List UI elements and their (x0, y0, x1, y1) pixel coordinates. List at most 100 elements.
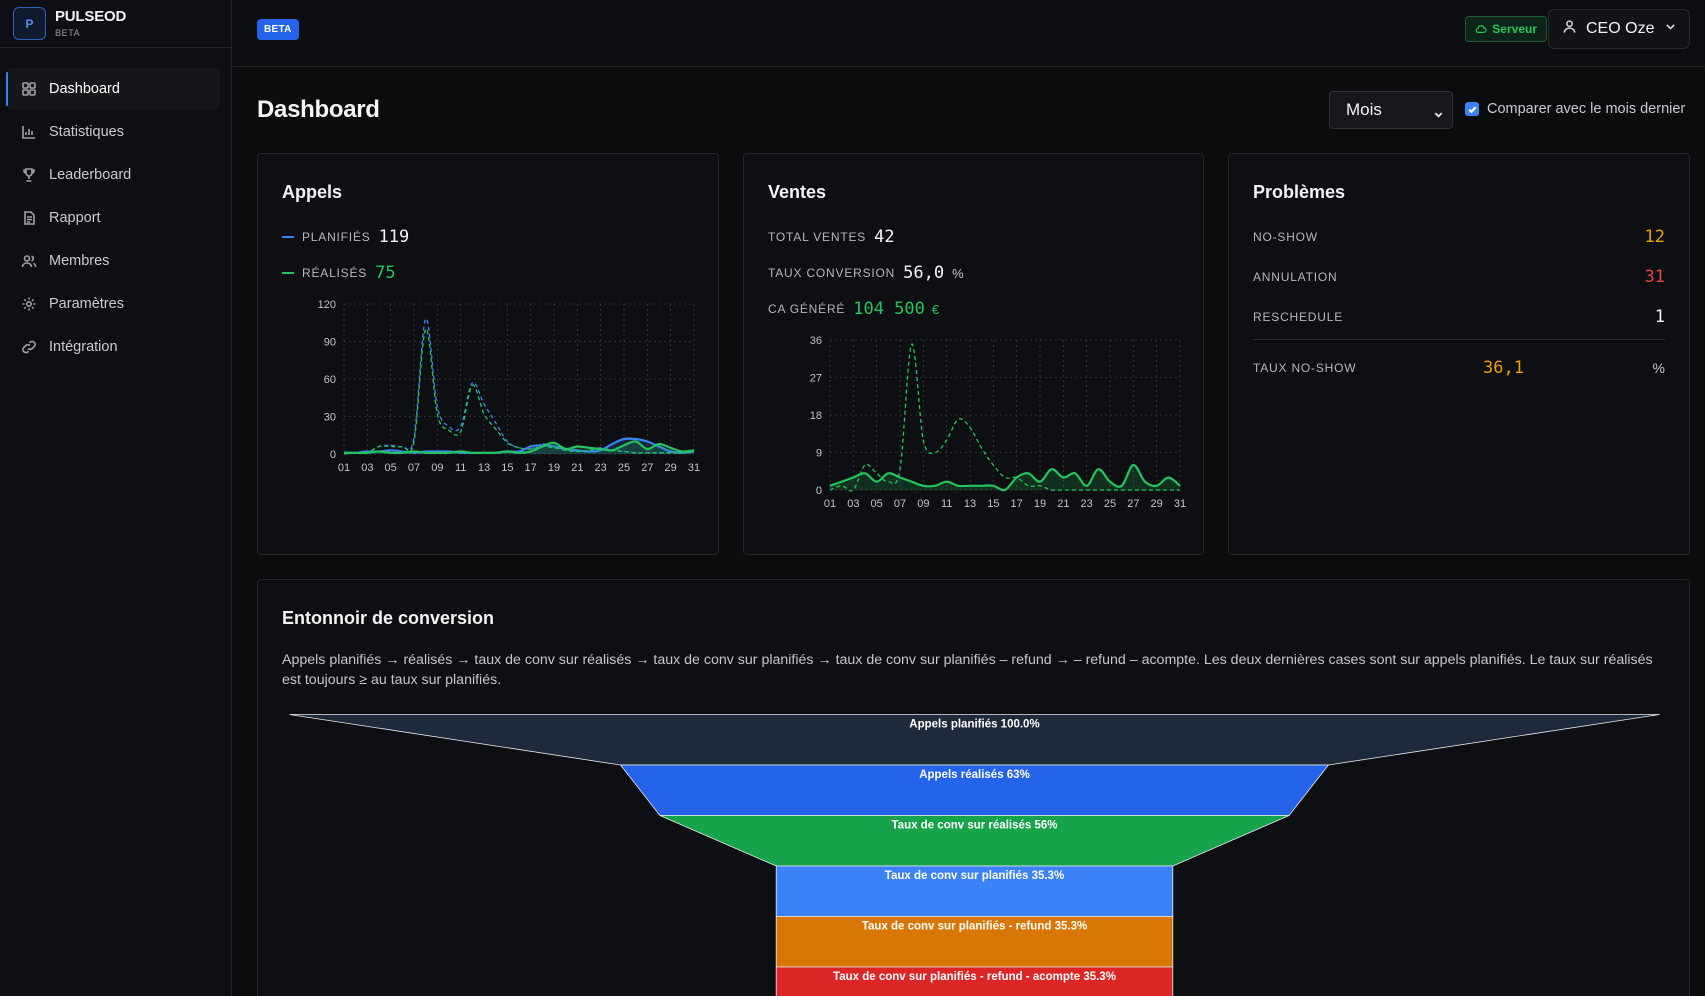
appels-chart-y-tick-label: 0 (330, 449, 336, 461)
problemes-reschedule-row: RESCHEDULE 1 (1253, 307, 1665, 327)
funnel-chart: Appels planifiés 100.0% Appels réalisés 6… (289, 714, 1660, 996)
problemes-card: Problèmes NO-SHOW 12 ANNULATION 31 RESCH… (1228, 153, 1690, 555)
grid-icon (21, 81, 37, 97)
sidebar: P PULSEOD BETA Dashboard Statistiques Le… (0, 0, 232, 996)
appels-chart-series-line-0 (343, 437, 695, 454)
cloud-icon (1475, 25, 1487, 33)
trophy-icon (21, 167, 37, 183)
ventes-chart-x-tick-label: 01 (824, 498, 836, 510)
ventes-taux-stat: TAUX CONVERSION 56,0 % (768, 263, 964, 283)
appels-chart-x-tick-label: 15 (501, 462, 513, 474)
ventes-chart-x-tick-label: 11 (941, 498, 952, 510)
ventes-chart-series-line-1 (829, 343, 1180, 492)
brand-sub: BETA (55, 28, 81, 38)
sidebar-item-leaderboard[interactable]: Leaderboard (6, 154, 220, 196)
appels-realises-stat: RÉALISÉS 75 (282, 263, 396, 283)
problemes-taux-unit: % (1652, 360, 1665, 376)
appels-chart-y-tick-label: 60 (324, 374, 336, 386)
users-icon (21, 253, 37, 269)
funnel-stage-label-1: Appels réalisés 63% (919, 769, 1030, 781)
ventes-total-label: TOTAL VENTES (768, 230, 867, 244)
appels-chart-y-tick-label: 30 (324, 412, 336, 424)
period-select-value: Mois (1346, 100, 1382, 119)
sidebar-item-integration[interactable]: Intégration (6, 326, 220, 368)
appels-chart-x-tick-label: 21 (571, 462, 583, 474)
legend-planifies-swatch (282, 236, 294, 238)
appels-chart: 0 30 60 90 120 01 03 05 07 09 11 13 15 17 19 21 23 25 27 29… (318, 300, 700, 474)
ventes-chart-grid (829, 339, 1181, 491)
divider (1253, 339, 1665, 340)
document-icon (21, 210, 37, 226)
appels-chart-x-tick-label: 01 (338, 462, 350, 474)
problemes-reschedule-value: 1 (1654, 307, 1665, 327)
compare-toggle[interactable]: Comparer avec le mois dernier (1465, 101, 1685, 117)
period-select[interactable]: Mois (1329, 91, 1453, 129)
sidebar-item-label: Dashboard (49, 81, 120, 97)
problemes-taux-value: 36,1 (1483, 358, 1524, 378)
funnel-title: Entonnoir de conversion (282, 608, 495, 628)
problemes-noshow-row: NO-SHOW 12 (1253, 227, 1665, 247)
topbar: BETA Serveur CEO Oze (233, 0, 1705, 67)
sidebar-item-label: Statistiques (49, 124, 124, 140)
user-icon (1562, 19, 1577, 39)
appels-card: Appels PLANIFIÉS 119 RÉALISÉS 75 0 30 60 90… (257, 153, 719, 555)
appels-chart-x-tick-label: 27 (641, 462, 653, 474)
appels-chart-x-tick-label: 11 (455, 462, 466, 474)
funnel-card: Entonnoir de conversion Appels planifiés… (257, 579, 1690, 996)
ventes-ca-label: CA GÉNÉRÉ (768, 302, 846, 316)
problemes-annulation-value: 31 (1644, 267, 1665, 287)
appels-chart-x-tick-label: 31 (688, 462, 700, 474)
check-icon (1468, 105, 1477, 113)
ventes-chart-x-tick-label: 13 (964, 498, 976, 510)
ventes-ca-stat: CA GÉNÉRÉ 104 500 € (768, 299, 939, 319)
appels-chart-series-line-1 (343, 318, 695, 455)
appels-chart-grid (343, 303, 695, 455)
ventes-chart-x-tick-label: 23 (1081, 498, 1093, 510)
problemes-noshow-label: NO-SHOW (1253, 230, 1318, 244)
ventes-card: Ventes TOTAL VENTES 42 TAUX CONVERSION 5… (743, 153, 1204, 555)
ventes-chart-x-tick-label: 25 (1104, 498, 1116, 510)
sidebar-nav: Dashboard Statistiques Leaderboard Rappo… (0, 48, 231, 368)
appels-chart-x-tick-label: 03 (361, 462, 373, 474)
ventes-taux-value: 56,0 (903, 263, 945, 283)
server-status-badge[interactable]: Serveur (1465, 16, 1547, 42)
funnel-stage-label-2: Taux de conv sur réalisés 56% (892, 820, 1058, 832)
sidebar-item-statistiques[interactable]: Statistiques (6, 111, 220, 153)
funnel-description: Appels planifiés → réalisés → taux de co… (282, 652, 1653, 688)
link-icon (21, 339, 37, 355)
sidebar-item-dashboard[interactable]: Dashboard (6, 68, 220, 110)
ventes-chart-y-tick-label: 9 (816, 448, 822, 460)
appels-title: Appels (282, 182, 343, 202)
problemes-taux-label: TAUX NO-SHOW (1253, 361, 1357, 375)
compare-label: Comparer avec le mois dernier (1487, 101, 1686, 117)
ventes-chart-series-area-0 (830, 464, 1180, 491)
user-menu-button[interactable]: CEO Oze (1548, 9, 1690, 49)
sidebar-item-label: Membres (49, 253, 110, 269)
sidebar-item-rapport[interactable]: Rapport (6, 197, 220, 239)
ventes-taux-unit: % (952, 265, 964, 281)
ventes-total-stat: TOTAL VENTES 42 (768, 227, 895, 247)
appels-chart-series-line-2 (344, 440, 695, 455)
ventes-chart-x-tick-label: 21 (1057, 498, 1069, 510)
appels-chart-y-tick-label: 120 (318, 300, 336, 311)
ventes-chart-y-tick-label: 18 (810, 410, 822, 422)
ventes-chart-x-tick-label: 29 (1151, 498, 1163, 510)
ventes-taux-label: TAUX CONVERSION (768, 266, 896, 280)
ventes-chart-x-tick-label: 07 (894, 498, 906, 510)
problemes-annulation-label: ANNULATION (1253, 270, 1338, 284)
appels-planifies-stat: PLANIFIÉS 119 (282, 227, 409, 247)
appels-planifies-label: PLANIFIÉS (302, 230, 371, 244)
sidebar-item-membres[interactable]: Membres (6, 240, 220, 282)
sidebar-item-parametres[interactable]: Paramètres (6, 283, 220, 325)
ventes-chart-x-tick-label: 19 (1034, 498, 1046, 510)
brand[interactable]: P PULSEOD BETA (0, 0, 231, 48)
ventes-chart-x-tick-label: 05 (871, 498, 883, 510)
sidebar-item-label: Leaderboard (49, 167, 132, 183)
ventes-chart-x-tick-label: 09 (917, 498, 929, 510)
ventes-chart-y-tick-label: 27 (810, 373, 822, 385)
compare-checkbox[interactable] (1465, 102, 1479, 116)
appels-chart-x-tick-label: 05 (385, 462, 397, 474)
brand-name: PULSEOD (55, 8, 127, 25)
appels-chart-x-tick-label: 17 (525, 462, 537, 474)
